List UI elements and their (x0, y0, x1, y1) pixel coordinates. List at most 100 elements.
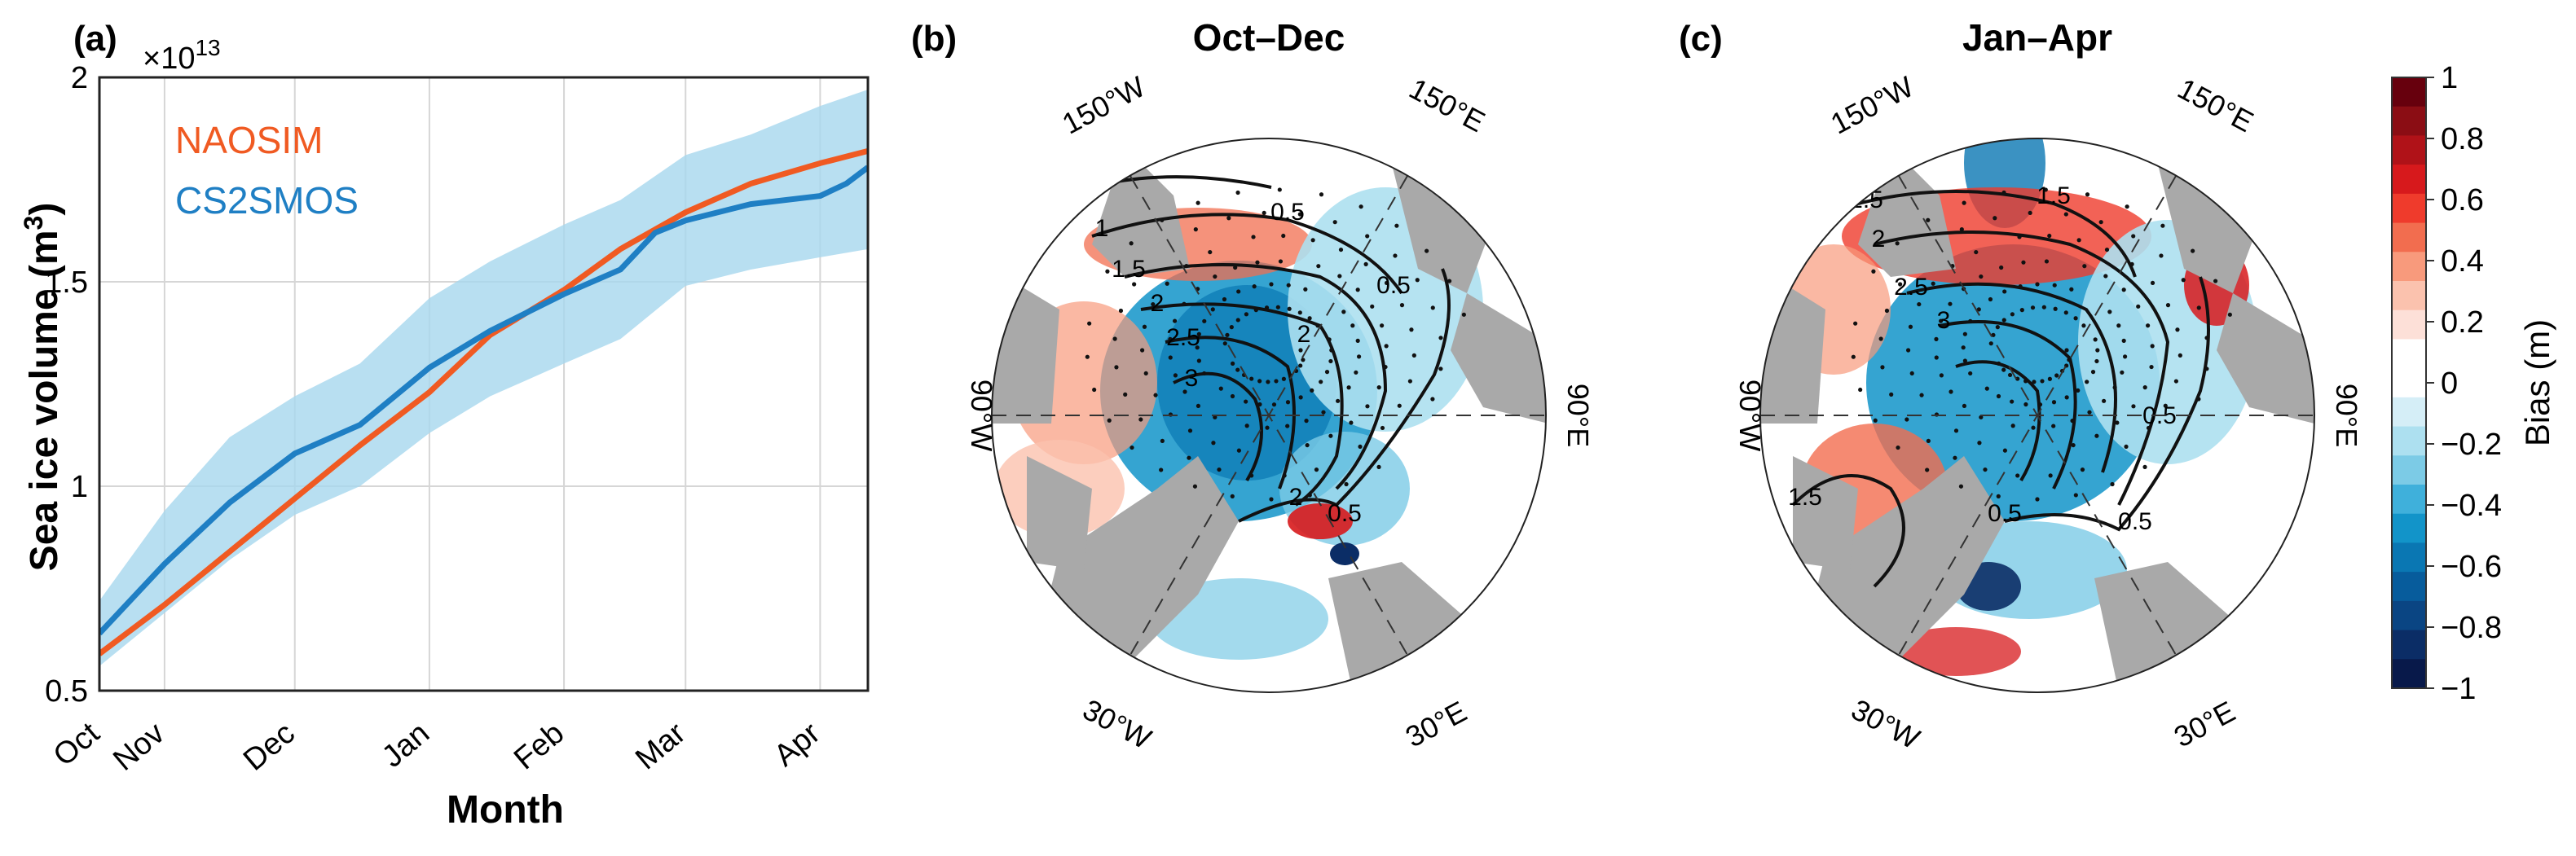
stipple-dot (1430, 305, 1435, 310)
stipple-dot (1983, 467, 1988, 472)
stipple-dot (2073, 493, 2078, 498)
stipple-dot (1236, 448, 1242, 453)
stipple-dot (1173, 373, 1178, 378)
lon-150w: 150°W (1825, 69, 1919, 140)
map-b-frame (991, 138, 1547, 693)
stipple-dot (1187, 428, 1193, 433)
colorbar-cell (2392, 339, 2426, 369)
stipple-dot (1274, 379, 1279, 384)
stipple-dot (1118, 308, 1124, 314)
stipple-dot (1968, 371, 1973, 376)
stipple-dot (2063, 212, 2068, 217)
stipple-dot (2102, 398, 2107, 403)
stipple-dot (1425, 248, 1429, 253)
stipple-dot (2142, 464, 2147, 469)
colorbar-tick-label: 0.2 (2441, 305, 2484, 340)
stipple-dot (2019, 308, 2024, 313)
stipple-dot (1196, 200, 1200, 205)
stipple-dot (1281, 376, 1286, 381)
stipple-dot (1376, 385, 1381, 390)
stipple-dot (1988, 296, 1993, 302)
stipple-dot (2227, 312, 2232, 317)
stipple-dot (1217, 467, 1222, 472)
stipple-dot (1187, 455, 1191, 460)
stipple-dot (1138, 417, 1143, 422)
contour-label: 0.5 (1328, 500, 1362, 527)
colorbar-label: Bias (m) (2518, 319, 2556, 446)
stipple-dot (2131, 234, 2136, 239)
contour-label: 0.5 (2118, 508, 2152, 535)
stipple-dot (2104, 247, 2110, 252)
stipple-dot (2069, 287, 2074, 292)
x-tick-label: Apr (768, 716, 827, 773)
stipple-dot (1196, 403, 1201, 409)
colorbar-cell (2392, 281, 2426, 311)
lon-30e: 30°E (2169, 694, 2241, 753)
stipple-dot (2010, 312, 2015, 317)
stipple-dot (2165, 303, 2171, 308)
stipple-dot (2041, 305, 2046, 309)
stipple-dot (1365, 234, 1370, 239)
stipple-dot (1996, 494, 2001, 498)
x-tick-label: Jan (376, 716, 436, 775)
stipple-dot (2124, 444, 2129, 450)
land-baffin (1027, 456, 1092, 570)
stipple-dot (1380, 425, 1385, 431)
stipple-dot (1196, 331, 1201, 336)
stipple-dot (1275, 305, 1280, 309)
y-tick-label: 0.5 (45, 674, 88, 709)
stipple-dot (1904, 417, 1909, 422)
stipple-dot (1906, 348, 1911, 353)
stipple-dot (1931, 281, 1935, 286)
stipple-dot (1909, 371, 1914, 376)
colorbar-tick-label: −1 (2441, 672, 2476, 706)
stipple-dot (1208, 249, 1213, 255)
y-tick-label: 2 (71, 61, 88, 95)
stipple-dot (1316, 264, 1321, 269)
stipple-dot (2163, 403, 2168, 408)
stipple-dot (1297, 310, 1302, 315)
stipple-dot (1332, 220, 1337, 225)
stipple-dot (1143, 371, 1148, 376)
lon-90w: 90°W (1733, 380, 1767, 451)
stipple-dot (1225, 332, 1230, 337)
stipple-dot (1934, 336, 1939, 341)
colorbar-cell (2392, 222, 2426, 252)
stipple-dot (1979, 274, 1984, 279)
stipple-dot (1286, 283, 1291, 288)
x-axis-label: Month (447, 788, 564, 832)
stipple-dot (1195, 345, 1200, 350)
panel-c: (c) Jan–Apr (1679, 16, 2363, 756)
stipple-dot (1397, 403, 1402, 408)
contour-label: 2.5 (1894, 274, 1928, 301)
stipple-dot (1411, 353, 1416, 358)
stipple-dot (2095, 348, 2100, 353)
stipple-dot (1349, 420, 1354, 425)
stipple-dot (1226, 216, 1231, 221)
stipple-dot (1447, 279, 1452, 283)
lon-90e: 90°E (1561, 384, 1595, 447)
stipple-dot (1354, 370, 1358, 375)
colorbar-cells (2392, 77, 2426, 689)
stipple-dot (1129, 445, 1134, 450)
land-east-siberia (1451, 293, 1546, 424)
stipple-dot (1165, 281, 1169, 286)
stipple-dot (2196, 305, 2201, 310)
stipple-dot (2053, 306, 2058, 311)
contour-label: 2 (1289, 484, 1303, 511)
colorbar-tick-label: 0 (2441, 367, 2458, 401)
stipple-dot (1151, 301, 1156, 307)
colorbar-cell (2392, 455, 2426, 485)
colorbar-cell (2392, 600, 2426, 631)
stipple-dot (2043, 187, 2048, 192)
stipple-dot (2051, 424, 2056, 428)
stipple-dot (2076, 238, 2081, 243)
stipple-dot (1251, 235, 1256, 239)
stipple-dot (2085, 380, 2089, 384)
stipple-dot (2076, 388, 2081, 393)
colorbar-cell (2392, 193, 2426, 224)
colorbar-cell (2392, 426, 2426, 456)
stipple-dot (1917, 301, 1922, 307)
contour-labels: 1.5 1.522.531.50.5 0.50.5 (1788, 182, 2177, 535)
stipple-dot (1298, 348, 1303, 353)
